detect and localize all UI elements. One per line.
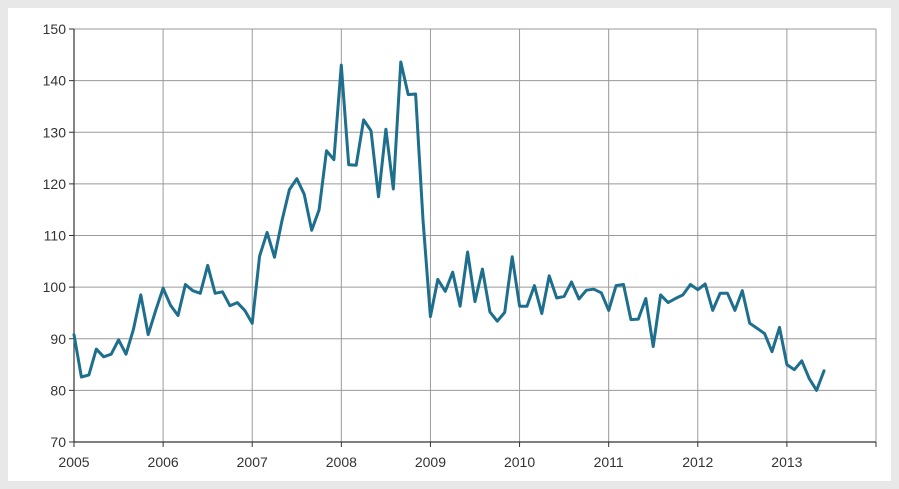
gridlines <box>74 29 876 442</box>
y-tick-label: 80 <box>50 382 66 398</box>
y-tick-label: 140 <box>43 73 67 89</box>
x-tick-label: 2008 <box>326 454 357 470</box>
y-tick-label: 110 <box>44 228 67 244</box>
x-tick-label: 2007 <box>237 454 268 470</box>
y-tick-label: 120 <box>43 176 67 192</box>
y-tick-labels: 70 80 90 100 110 120 130 140 150 <box>43 21 67 450</box>
series-line <box>74 62 824 390</box>
y-tick-label: 130 <box>43 124 67 140</box>
x-tick-label: 2013 <box>771 454 802 470</box>
y-tick-label: 90 <box>50 331 66 347</box>
y-tick-label: 100 <box>43 279 67 295</box>
y-tick-label: 150 <box>43 21 67 37</box>
x-tick-label: 2012 <box>682 454 713 470</box>
x-tick-label: 2011 <box>594 454 624 470</box>
x-tick-label: 2009 <box>415 454 446 470</box>
x-tick-label: 2006 <box>148 454 179 470</box>
series-layer <box>74 62 824 390</box>
x-tick-label: 2010 <box>504 454 535 470</box>
axes <box>69 29 876 447</box>
x-tick-labels: 2005 2006 2007 2008 2009 2010 2011 2012 2013 <box>58 454 802 470</box>
x-tick-label: 2005 <box>58 454 89 470</box>
y-tick-label: 70 <box>50 434 66 450</box>
